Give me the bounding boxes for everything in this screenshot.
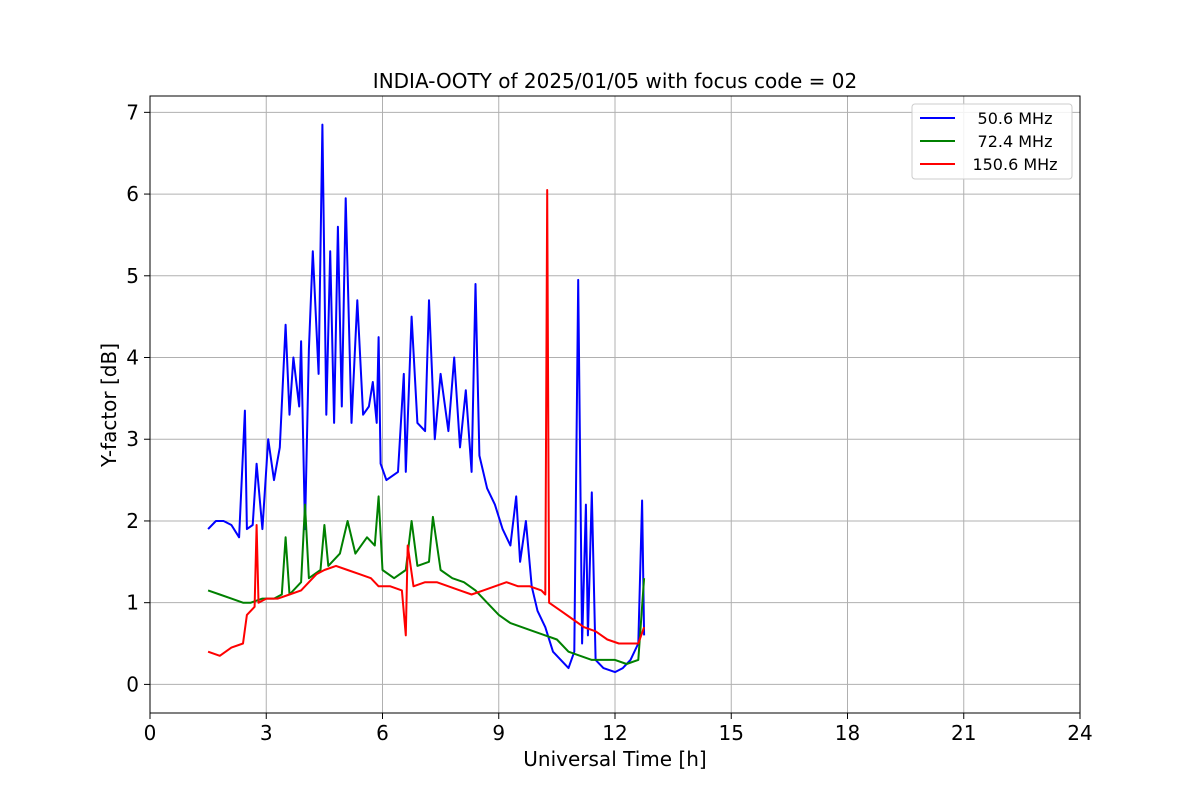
legend-label: 72.4 MHz <box>978 132 1053 151</box>
y-tick-label: 7 <box>126 100 139 124</box>
legend: 50.6 MHz 72.4 MHz 150.6 MHz <box>911 103 1073 180</box>
x-tick-label: 15 <box>719 721 744 745</box>
legend-label: 50.6 MHz <box>978 109 1053 128</box>
x-tick-label: 12 <box>602 721 627 745</box>
y-axis-label: Y-factor [dB] <box>97 343 121 468</box>
y-tick-label: 5 <box>126 264 139 288</box>
y-tick-label: 4 <box>126 346 139 370</box>
x-tick-label: 6 <box>376 721 389 745</box>
y-tick-label: 0 <box>126 672 139 696</box>
series-line-72-4-mhz <box>207 495 646 665</box>
x-axis-label: Universal Time [h] <box>523 747 706 771</box>
plot-series <box>207 123 646 674</box>
y-tick-label: 6 <box>126 182 139 206</box>
x-tick-label: 21 <box>951 721 976 745</box>
series-line-50-6-mhz <box>207 123 646 674</box>
y-tick-label: 3 <box>126 427 139 451</box>
x-tick-label: 0 <box>144 721 157 745</box>
x-axis-ticks: 0 3 6 9 12 15 18 21 24 <box>144 713 1093 745</box>
x-tick-label: 9 <box>492 721 505 745</box>
series-line-150-6-mhz <box>207 189 646 657</box>
y-axis-ticks: 0 1 2 3 4 5 6 7 <box>126 100 150 696</box>
chart-title: INDIA-OOTY of 2025/01/05 with focus code… <box>373 69 857 93</box>
x-tick-label: 3 <box>260 721 273 745</box>
x-tick-label: 18 <box>835 721 860 745</box>
legend-label: 150.6 MHz <box>972 155 1057 174</box>
x-tick-label: 24 <box>1067 721 1092 745</box>
legend-box <box>911 103 1073 180</box>
y-tick-label: 2 <box>126 509 139 533</box>
y-tick-label: 1 <box>126 591 139 615</box>
